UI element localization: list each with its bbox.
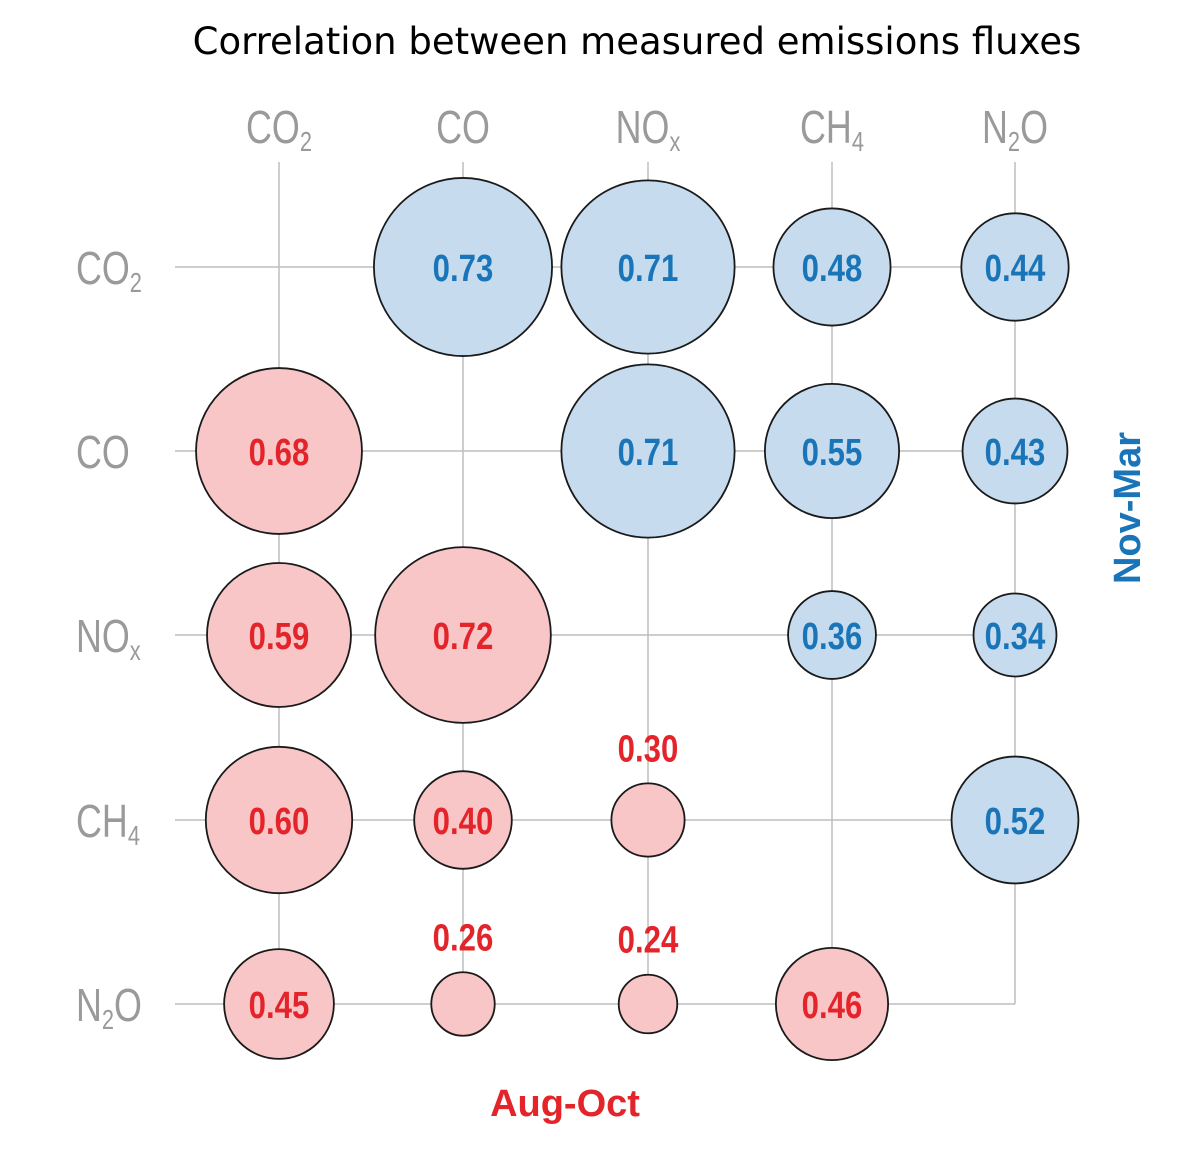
bubbles: 0.73 0.71 0.48 0.44 0.71 0.55 0.43 0.36 0.34 0.52…: [195, 177, 1080, 1062]
row-label-n2o: N2O: [76, 980, 142, 1036]
bubble-circle: [223, 948, 335, 1060]
bubble-aug-oct-nox-co: 0.72: [374, 546, 552, 724]
bubble-circle: [787, 590, 877, 680]
column-label-co: CO: [436, 102, 490, 153]
bubble-circle: [774, 946, 890, 1062]
bubble-circle: [950, 755, 1080, 885]
column-label-n2o: N2O: [982, 102, 1048, 158]
bubble-value-label: 0.60: [249, 801, 310, 843]
bubble-circle: [373, 177, 553, 357]
bubble-nov-mar-co-n2o: 0.43: [961, 397, 1069, 505]
column-labels: CO2 CO NOx CH4 N2O: [246, 102, 1048, 158]
bubble-circle: [204, 745, 354, 895]
bubble-aug-oct-ch4-nox: 0.30: [610, 729, 686, 858]
bubble-circle: [374, 546, 552, 724]
season-label-nov-mar: Nov-Mar: [1107, 432, 1149, 584]
bubble-value-label: 0.30: [618, 729, 679, 771]
bubble-nov-mar-co2-n2o: 0.44: [960, 212, 1070, 322]
bubble-value-label: 0.36: [802, 616, 863, 658]
bubble-circle: [610, 782, 686, 858]
bubble-nov-mar-ch4-n2o: 0.52: [950, 755, 1080, 885]
row-label-co: CO: [76, 427, 130, 478]
bubble-aug-oct-n2o-ch4: 0.46: [774, 946, 890, 1062]
bubble-circle: [206, 562, 352, 708]
bubble-aug-oct-ch4-co: 0.40: [413, 770, 513, 870]
bubble-nov-mar-co2-ch4: 0.48: [772, 207, 892, 327]
bubble-aug-oct-n2o-co2: 0.45: [223, 948, 335, 1060]
bubble-nov-mar-co2-nox: 0.71: [560, 179, 736, 355]
bubble-circle: [430, 971, 496, 1037]
bubble-value-label: 0.59: [249, 616, 310, 658]
bubble-value-label: 0.34: [985, 616, 1046, 658]
bubble-value-label: 0.45: [249, 985, 310, 1027]
bubble-circle: [560, 363, 736, 539]
bubble-circle: [764, 382, 901, 519]
bubble-value-label: 0.68: [249, 432, 310, 474]
column-label-ch4: CH4: [800, 102, 864, 158]
row-label-nox: NOx: [76, 611, 141, 667]
bubble-aug-oct-ch4-co2: 0.60: [204, 745, 354, 895]
bubble-value-label: 0.72: [433, 616, 494, 658]
bubble-nov-mar-co-ch4: 0.55: [764, 382, 901, 519]
row-label-ch4: CH4: [76, 796, 140, 852]
column-label-nox: NOx: [616, 102, 681, 158]
bubble-value-label: 0.48: [802, 248, 863, 290]
bubble-circle: [617, 973, 679, 1035]
bubble-circle: [772, 207, 892, 327]
bubble-aug-oct-co-co2: 0.68: [195, 367, 363, 535]
bubble-circle: [413, 770, 513, 870]
season-label-aug-oct: Aug-Oct: [490, 1083, 640, 1125]
bubble-value-label: 0.73: [433, 248, 494, 290]
bubble-value-label: 0.52: [985, 801, 1046, 843]
row-labels: CO2 CO NOx CH4 N2O: [76, 243, 142, 1036]
bubble-circle: [972, 592, 1058, 678]
bubble-value-label: 0.26: [433, 917, 494, 959]
bubble-nov-mar-co2-co: 0.73: [373, 177, 553, 357]
bubble-aug-oct-nox-co2: 0.59: [206, 562, 352, 708]
bubble-value-label: 0.71: [618, 248, 679, 290]
bubble-value-label: 0.43: [985, 432, 1046, 474]
bubble-nov-mar-nox-ch4: 0.36: [787, 590, 877, 680]
bubble-value-label: 0.44: [985, 248, 1046, 290]
bubble-value-label: 0.55: [802, 432, 863, 474]
bubble-circle: [960, 212, 1070, 322]
bubble-value-label: 0.46: [802, 985, 863, 1027]
bubble-value-label: 0.24: [618, 920, 679, 962]
bubble-nov-mar-nox-n2o: 0.34: [972, 592, 1058, 678]
bubble-value-label: 0.40: [433, 801, 494, 843]
chart-title: Correlation between measured emissions f…: [193, 20, 1082, 63]
bubble-circle: [560, 179, 736, 355]
column-label-co2: CO2: [246, 102, 312, 158]
bubble-aug-oct-n2o-nox: 0.24: [617, 920, 679, 1035]
bubble-value-label: 0.71: [618, 432, 679, 474]
bubble-circle: [961, 397, 1069, 505]
row-label-co2: CO2: [76, 243, 142, 299]
bubble-aug-oct-n2o-co: 0.26: [430, 917, 496, 1037]
bubble-circle: [195, 367, 363, 535]
bubble-nov-mar-co-nox: 0.71: [560, 363, 736, 539]
